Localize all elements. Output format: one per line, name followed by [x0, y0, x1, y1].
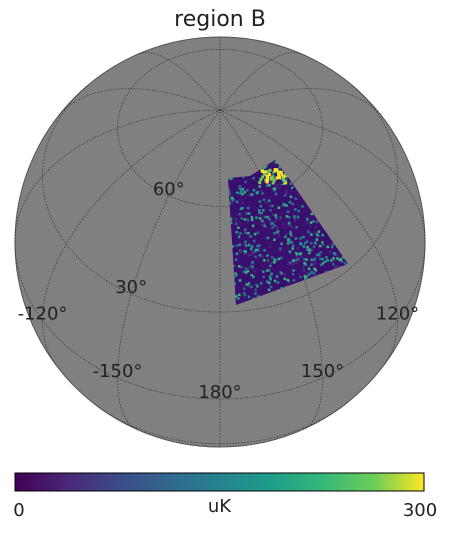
graticule-line: [42, 84, 398, 313]
graticule-label: 60°: [153, 179, 185, 200]
graticule-line: [219, 52, 301, 111]
graticule-line: [219, 88, 383, 117]
graticule-line: [219, 109, 323, 430]
graticule-line: [117, 49, 323, 207]
graticule-label: 30°: [115, 277, 147, 298]
colorbar: [14, 472, 425, 492]
graticule-line: [117, 109, 221, 430]
graticule-label: 120°: [376, 304, 419, 325]
graticule-line: [14, 241, 426, 400]
graticule-line: [14, 109, 221, 243]
title: region B: [174, 7, 266, 32]
graticule-line: [139, 52, 221, 111]
graticule: [14, 37, 426, 447]
graticule-line: [219, 109, 426, 243]
graticule-line: [57, 88, 221, 117]
graticule-label: -120°: [18, 304, 68, 325]
colorbar-tick-label: 300: [403, 500, 437, 521]
colorbar-tick-label: 0: [13, 500, 24, 521]
graticule-label: 180°: [198, 382, 241, 403]
colorbar-label: uK: [208, 496, 232, 517]
graticule-label: -150°: [93, 361, 143, 382]
graticule-label: 150°: [301, 361, 344, 382]
